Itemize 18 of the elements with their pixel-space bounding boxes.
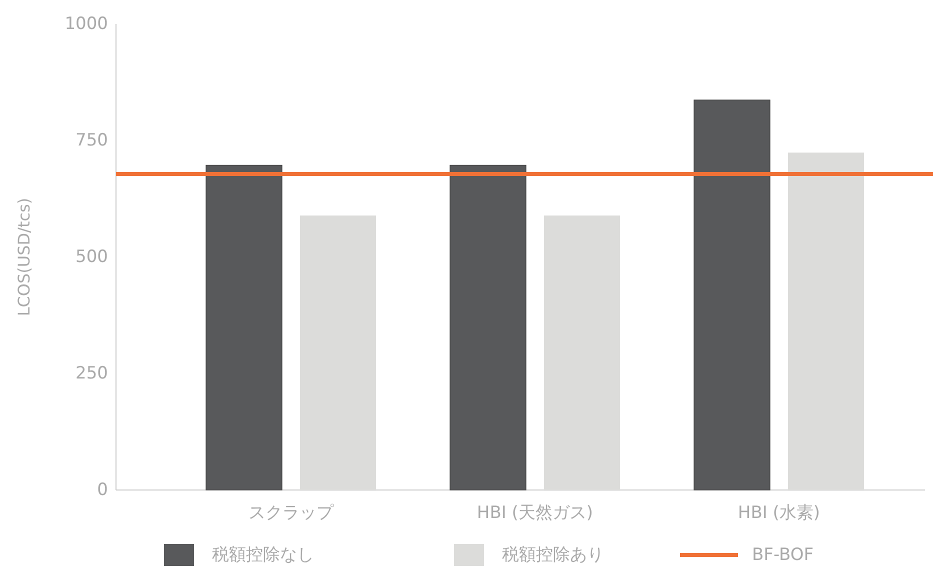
bar [206,164,282,490]
y-tick-label: 250 [76,364,108,384]
bar [694,100,770,490]
y-tick-label: 0 [97,480,108,500]
bar [300,216,376,490]
bar [788,152,864,490]
bar [544,216,620,490]
y-tick-label: 750 [76,130,108,150]
legend-label: 税額控除なし [212,545,314,565]
y-tick-label: 500 [76,247,108,267]
y-tick-label: 1000 [64,14,108,34]
x-tick-label: HBI (天然ガス) [476,503,594,523]
y-axis-title: LCOS(USD/tcs) [14,198,34,316]
bar [450,164,526,490]
x-tick-label: スクラップ [248,503,334,523]
legend-label: 税額控除あり [502,545,604,565]
x-tick-label: HBI (水素) [738,503,820,523]
legend-label: BF-BOF [752,545,814,565]
